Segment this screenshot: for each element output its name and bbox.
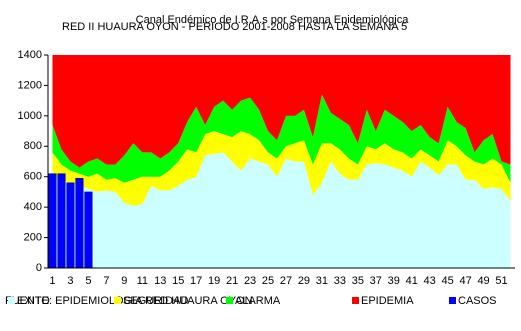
bar — [66, 182, 75, 269]
y-tick-label: 1000 — [18, 110, 42, 122]
legend-swatch — [449, 297, 456, 304]
y-tick-label: 0 — [36, 262, 42, 274]
y-tick-label: 400 — [24, 201, 42, 213]
legend-swatch — [352, 297, 359, 304]
source-note: FUENTE: EPIDEMIOLOGIA RED HUAURA OYON — [5, 295, 253, 307]
legend-label: EXITO — [17, 295, 50, 307]
x-tick-label: 19 — [208, 275, 220, 287]
x-tick-label: 23 — [244, 275, 256, 287]
x-tick-label: 49 — [477, 275, 489, 287]
x-tick-label: 11 — [137, 275, 148, 287]
x-tick-label: 51 — [495, 275, 507, 287]
bar — [84, 191, 93, 269]
x-tick-label: 39 — [388, 275, 400, 287]
bar — [75, 177, 84, 269]
x-tick-label: 13 — [154, 275, 166, 287]
x-tick-label: 43 — [424, 275, 436, 287]
x-tick-label: 33 — [334, 275, 346, 287]
x-tick-label: 37 — [370, 275, 382, 287]
legend-swatch — [114, 297, 121, 304]
legend-label: EPIDEMIA — [361, 295, 414, 307]
chart-title: Canal Endémico de I.R.A.s por Semana Epi… — [136, 14, 410, 26]
area-alarma — [52, 94, 511, 183]
legend-label: ALARMA — [235, 295, 281, 307]
x-tick-label: 27 — [280, 275, 292, 287]
x-tick-label: 15 — [172, 275, 184, 287]
y-tick-label: 600 — [24, 171, 42, 183]
x-tick-label: 7 — [103, 275, 109, 287]
x-tick-label: 5 — [85, 275, 91, 287]
x-tick-label: 1 — [49, 275, 55, 287]
bar — [57, 173, 66, 269]
x-tick-label: 25 — [262, 275, 274, 287]
bar — [48, 173, 57, 269]
area-exito — [52, 152, 511, 268]
x-tick-label: 21 — [226, 275, 238, 287]
x-tick-label: 9 — [121, 275, 127, 287]
x-tick-label: 29 — [298, 275, 310, 287]
x-tick-label: 47 — [459, 275, 471, 287]
legend-swatch — [8, 297, 15, 304]
x-tick-label: 45 — [442, 275, 454, 287]
x-tick-label: 3 — [67, 275, 73, 287]
x-tick-label: 35 — [352, 275, 364, 287]
y-tick-label: 1200 — [18, 79, 42, 91]
legend-swatch — [226, 297, 233, 304]
chart-subtitle: RED II HUAURA OYON - PERIODO 2001-2008 H… — [62, 21, 407, 33]
x-tick-label: 17 — [190, 275, 202, 287]
area-epidemia — [52, 55, 511, 168]
x-tick-label: 31 — [316, 275, 328, 287]
area-seguridad — [52, 131, 511, 206]
x-tick-label: 41 — [406, 275, 418, 287]
y-tick-label: 1400 — [18, 49, 42, 61]
legend-label: SEGURIDAD — [123, 295, 188, 307]
y-tick-label: 200 — [24, 231, 42, 243]
y-tick-label: 800 — [24, 140, 42, 152]
legend-label: CASOS — [458, 295, 497, 307]
